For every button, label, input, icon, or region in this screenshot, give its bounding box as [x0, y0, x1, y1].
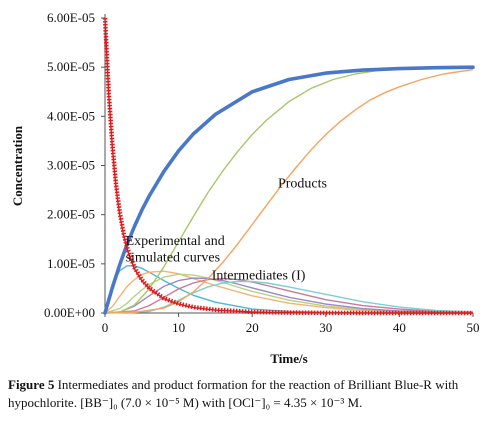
y-tick-label: 1.00E-05 [47, 256, 95, 271]
x-tick-label: 30 [319, 320, 332, 335]
x-tick-label: 50 [467, 320, 480, 335]
annotation-label: Products [278, 177, 327, 192]
x-tick-label: 20 [246, 320, 259, 335]
y-tick-label: 6.00E-05 [47, 10, 95, 25]
reactant-experimental-series-line-0 [102, 17, 473, 316]
tick-labels: 0 10 20 30 40 50 0.00E+00 1.00E-05 2.00E-05 3.00E… [44, 10, 480, 335]
x-tick-label: 40 [393, 320, 406, 335]
intermediate-series-line-8 [104, 277, 474, 314]
figure-number: Figure 5 [8, 377, 55, 392]
annotation-label: Experimental and [126, 234, 225, 249]
annotation-label: simulated curves [126, 250, 220, 265]
y-tick-label: 4.00E-05 [47, 108, 95, 123]
reactant-simulated-series-line-1 [104, 17, 473, 314]
series-layer [102, 17, 475, 316]
y-axis-title: Concentration [10, 125, 25, 206]
annotation-label: Intermediates (I) [212, 269, 306, 284]
product-simulated-series-line-4 [104, 68, 474, 314]
y-tick-label: 0.00E+00 [44, 305, 95, 320]
y-tick-label: 5.00E-05 [47, 59, 95, 74]
chart: 0 10 20 30 40 50 0.00E+00 1.00E-05 2.00E-05 3.00E… [10, 10, 480, 366]
figure-caption: Figure 5 Intermediates and product forma… [8, 376, 486, 412]
intermediate-series-line-7 [104, 273, 474, 314]
product-experimental-series-line-2 [103, 65, 475, 315]
x-tick-label: 0 [102, 320, 109, 335]
intermediate-series-line-9 [104, 277, 474, 314]
x-tick-label: 10 [172, 320, 185, 335]
x-axis-title: Time/s [270, 351, 307, 366]
y-tick-label: 3.00E-05 [47, 158, 95, 173]
y-tick-label: 2.00E-05 [47, 207, 95, 222]
caption-text: Intermediates and product formation for … [8, 377, 459, 410]
